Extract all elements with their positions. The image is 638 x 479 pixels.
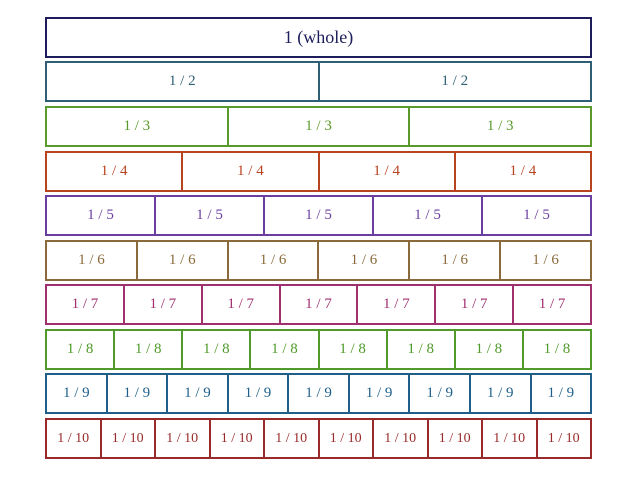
fraction-cell-1-8: 1 / 8 <box>181 331 249 368</box>
fraction-cell-1-4: 1 / 4 <box>317 153 454 190</box>
fraction-cell-1-3: 1 / 3 <box>408 108 590 145</box>
fraction-cell-1-8: 1 / 8 <box>453 331 522 368</box>
fraction-cell-1-10: 1 / 10 <box>263 420 318 457</box>
fraction-cell-1-4: 1 / 4 <box>181 153 317 190</box>
fraction-cell-1-8: 1 / 8 <box>385 331 454 368</box>
fraction-cell-1-4: 1 / 4 <box>453 153 590 190</box>
fraction-cell-1-9: 1 / 9 <box>226 375 288 412</box>
fraction-cell-1-8: 1 / 8 <box>66 341 94 357</box>
fraction-cell-1-5: 1 / 5 <box>481 197 590 234</box>
fraction-cell-1-10: 1 / 10 <box>481 420 536 457</box>
fraction-cell-1-7: 1 / 7 <box>278 286 357 323</box>
fraction-cell-1-4: 1 / 4 <box>100 163 128 179</box>
fraction-cell-1-9: 1 / 9 <box>62 385 90 401</box>
whole-bar: 1 (whole) <box>45 17 592 58</box>
fraction-cell-1-7: 1 / 7 <box>512 286 590 323</box>
fraction-cell-1-10: 1 / 10 <box>372 420 427 457</box>
fraction-cell-1-9: 1 / 9 <box>408 375 469 412</box>
fraction-cell-1-5: 1 / 5 <box>154 197 263 234</box>
fraction-row-10: 1 / 10 1 / 10 1 / 10 1 / 10 1 / 10 1 / 10 1 / … <box>45 418 592 459</box>
fraction-cell-1-6: 1 / 6 <box>408 242 499 279</box>
fraction-cell-1-7: 1 / 7 <box>356 286 434 323</box>
fraction-cell-1-5: 1 / 5 <box>372 197 481 234</box>
fraction-cell-1-7: 1 / 7 <box>122 286 201 323</box>
fraction-cell-1-2: 1 / 2 <box>168 73 196 89</box>
fraction-cell-1-6: 1 / 6 <box>78 252 105 268</box>
fraction-cell-1-8: 1 / 8 <box>113 331 181 368</box>
fraction-cell-1-6: 1 / 6 <box>135 242 227 279</box>
fraction-cell-1-6: 1 / 6 <box>499 242 590 279</box>
fraction-cell-1-6: 1 / 6 <box>317 242 408 279</box>
fraction-cell-1-7: 1 / 7 <box>434 286 512 323</box>
fraction-cell-1-3: 1 / 3 <box>226 108 409 145</box>
fraction-cell-1-10: 1 / 10 <box>317 420 373 457</box>
fraction-cell-1-9: 1 / 9 <box>468 375 530 412</box>
fraction-cell-1-6: 1 / 6 <box>226 242 318 279</box>
fraction-cell-1-10: 1 / 10 <box>426 420 482 457</box>
fraction-cell-1-10: 1 / 10 <box>154 420 209 457</box>
fraction-cell-1-2: 1 / 2 <box>317 63 591 100</box>
fraction-cell-1-8: 1 / 8 <box>521 331 590 368</box>
fraction-row-2: 1 / 2 1 / 2 <box>45 61 592 102</box>
fraction-cell-1-9: 1 / 9 <box>166 375 227 412</box>
fraction-cell-1-9: 1 / 9 <box>347 375 409 412</box>
fraction-cell-1-3: 1 / 3 <box>123 118 151 134</box>
fraction-cell-1-9: 1 / 9 <box>105 375 167 412</box>
fraction-cell-1-7: 1 / 7 <box>200 286 279 323</box>
whole-bar-label: 1 (whole) <box>283 27 354 47</box>
fraction-cell-1-5: 1 / 5 <box>87 207 114 223</box>
fraction-cell-1-8: 1 / 8 <box>249 331 317 368</box>
fraction-cell-1-7: 1 / 7 <box>71 296 99 312</box>
fraction-cell-1-5: 1 / 5 <box>263 197 372 234</box>
fraction-cell-1-10: 1 / 10 <box>57 430 90 446</box>
fraction-cell-1-8: 1 / 8 <box>317 331 386 368</box>
fraction-cell-1-10: 1 / 10 <box>208 420 264 457</box>
fraction-cell-1-10: 1 / 10 <box>99 420 155 457</box>
fraction-cell-1-9: 1 / 9 <box>529 375 591 412</box>
fraction-cell-1-9: 1 / 9 <box>287 375 348 412</box>
fraction-cell-1-10: 1 / 10 <box>535 420 591 457</box>
